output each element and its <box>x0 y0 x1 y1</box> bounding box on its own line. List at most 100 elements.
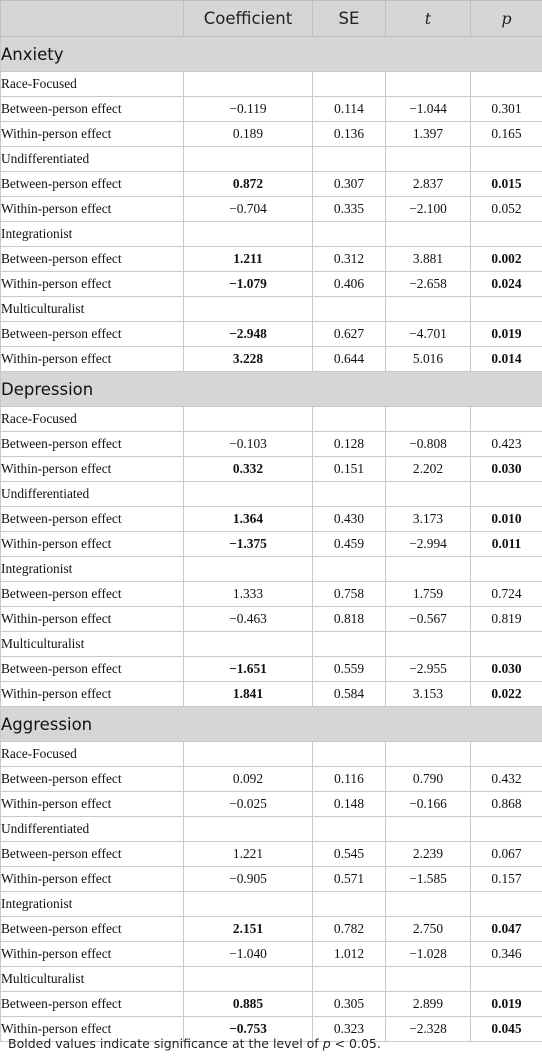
se-cell: 0.114 <box>312 96 386 122</box>
empty-cell <box>470 221 542 247</box>
section-header-row: Depression <box>0 371 542 407</box>
table-row: Within-person effect −1.375 0.459 −2.994 0.0… <box>0 531 542 557</box>
coefficient-cell: −1.040 <box>183 941 313 967</box>
effect-label: Between-person effect <box>0 766 184 792</box>
table-row: Within-person effect 1.841 0.584 3.153 0.022 <box>0 681 542 707</box>
empty-cell <box>470 741 542 767</box>
group-name: Multiculturalist <box>0 296 184 322</box>
empty-cell <box>312 296 386 322</box>
empty-cell <box>183 146 313 172</box>
group-header-row: Race-Focused <box>0 71 542 97</box>
empty-cell <box>312 146 386 172</box>
empty-cell <box>183 816 313 842</box>
table-row: Between-person effect 0.885 0.305 2.899 0.01… <box>0 991 542 1017</box>
table-row: Within-person effect −1.040 1.012 −1.028 0.3… <box>0 941 542 967</box>
group-name: Race-Focused <box>0 406 184 432</box>
table-row: Between-person effect −0.119 0.114 −1.044 0.… <box>0 96 542 122</box>
t-cell: 3.881 <box>385 246 471 272</box>
group-header-row: Race-Focused <box>0 741 542 767</box>
empty-cell <box>183 556 313 582</box>
t-cell: 2.202 <box>385 456 471 482</box>
t-cell: 5.016 <box>385 346 471 372</box>
empty-cell <box>385 406 471 432</box>
p-cell: 0.301 <box>470 96 542 122</box>
p-cell: 0.019 <box>470 321 542 347</box>
se-cell: 0.151 <box>312 456 386 482</box>
coefficient-cell: 3.228 <box>183 346 313 372</box>
se-cell: 0.782 <box>312 916 386 942</box>
se-cell: 0.584 <box>312 681 386 707</box>
empty-cell <box>385 296 471 322</box>
empty-cell <box>470 146 542 172</box>
p-cell: 0.019 <box>470 991 542 1017</box>
effect-label: Within-person effect <box>0 346 184 372</box>
empty-cell <box>470 296 542 322</box>
empty-cell <box>183 406 313 432</box>
group-header-row: Multiculturalist <box>0 296 542 322</box>
effect-label: Between-person effect <box>0 171 184 197</box>
t-cell: 2.750 <box>385 916 471 942</box>
se-cell: 0.136 <box>312 121 386 147</box>
effect-label: Between-person effect <box>0 96 184 122</box>
t-cell: −0.166 <box>385 791 471 817</box>
empty-cell <box>312 481 386 507</box>
p-cell: 0.030 <box>470 656 542 682</box>
se-cell: 0.627 <box>312 321 386 347</box>
group-name: Multiculturalist <box>0 966 184 992</box>
effect-label: Between-person effect <box>0 246 184 272</box>
effect-label: Within-person effect <box>0 121 184 147</box>
t-cell: −0.808 <box>385 431 471 457</box>
table-row: Within-person effect −0.025 0.148 −0.166 0.8… <box>0 791 542 817</box>
effect-label: Within-person effect <box>0 1016 184 1042</box>
empty-cell <box>470 966 542 992</box>
p-cell: 0.346 <box>470 941 542 967</box>
p-cell: 0.022 <box>470 681 542 707</box>
empty-cell <box>470 406 542 432</box>
empty-cell <box>183 481 313 507</box>
effect-label: Between-person effect <box>0 431 184 457</box>
t-cell: 3.153 <box>385 681 471 707</box>
p-cell: 0.067 <box>470 841 542 867</box>
empty-cell <box>183 71 313 97</box>
section-title: Depression <box>0 371 542 407</box>
group-name: Race-Focused <box>0 741 184 767</box>
group-header-row: Multiculturalist <box>0 966 542 992</box>
t-cell: −2.994 <box>385 531 471 557</box>
t-cell: 3.173 <box>385 506 471 532</box>
footnote-threshold: < 0.05. <box>330 1036 381 1051</box>
se-cell: 1.012 <box>312 941 386 967</box>
empty-cell <box>385 146 471 172</box>
p-cell: 0.432 <box>470 766 542 792</box>
coefficient-cell: −0.704 <box>183 196 313 222</box>
se-cell: 0.818 <box>312 606 386 632</box>
p-cell: 0.045 <box>470 1016 542 1042</box>
table-row: Between-person effect 1.333 0.758 1.759 0.72… <box>0 581 542 607</box>
group-name: Undifferentiated <box>0 481 184 507</box>
group-name: Multiculturalist <box>0 631 184 657</box>
effect-label: Within-person effect <box>0 941 184 967</box>
table-body: Anxiety Race-Focused Between-person effect… <box>0 36 542 1042</box>
empty-cell <box>470 556 542 582</box>
empty-cell <box>183 966 313 992</box>
group-name: Integrationist <box>0 221 184 247</box>
empty-cell <box>385 891 471 917</box>
coefficient-cell: 0.332 <box>183 456 313 482</box>
empty-cell <box>385 556 471 582</box>
footnote-text: Bolded values indicate significance at t… <box>8 1036 323 1051</box>
coefficient-cell: 1.333 <box>183 581 313 607</box>
empty-cell <box>312 221 386 247</box>
group-name: Integrationist <box>0 891 184 917</box>
empty-cell <box>470 631 542 657</box>
effect-label: Between-person effect <box>0 506 184 532</box>
t-cell: −2.955 <box>385 656 471 682</box>
se-cell: 0.406 <box>312 271 386 297</box>
coefficient-cell: 0.189 <box>183 121 313 147</box>
table-row: Within-person effect 0.332 0.151 2.202 0.030 <box>0 456 542 482</box>
se-cell: 0.307 <box>312 171 386 197</box>
p-cell: 0.024 <box>470 271 542 297</box>
p-cell: 0.052 <box>470 196 542 222</box>
coefficient-cell: 0.872 <box>183 171 313 197</box>
t-cell: −1.028 <box>385 941 471 967</box>
group-header-row: Undifferentiated <box>0 146 542 172</box>
empty-cell <box>312 966 386 992</box>
